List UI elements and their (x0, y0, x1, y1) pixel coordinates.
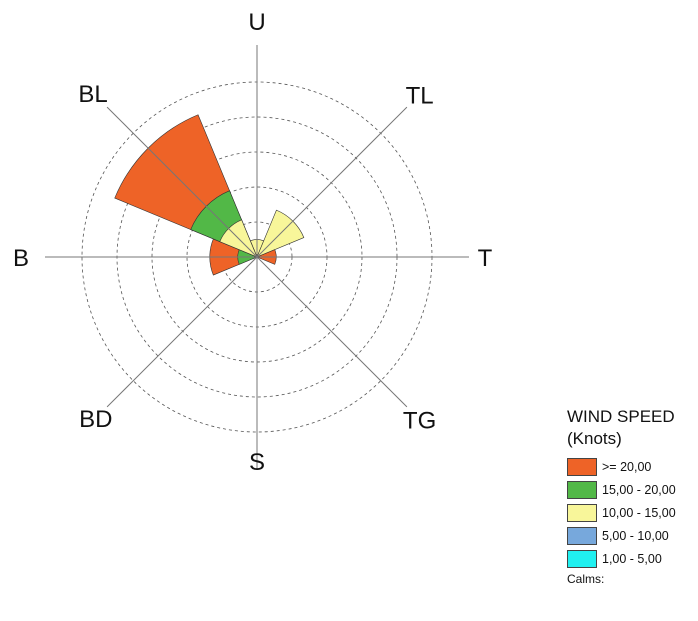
legend-swatch (567, 503, 597, 522)
legend-title-line2: (Knots) (567, 429, 622, 448)
direction-label-t: T (478, 245, 493, 272)
direction-label-tl: TL (406, 82, 434, 109)
legend-item-4: 5,00 - 10,00 (567, 524, 697, 547)
direction-axes (45, 45, 469, 469)
legend-title: WIND SPEED (Knots) (567, 406, 697, 450)
direction-label-bd: BD (79, 406, 112, 433)
legend-item-5: 1,00 - 5,00 (567, 547, 697, 570)
legend-swatch (567, 457, 597, 476)
legend-label: 15,00 - 20,00 (602, 482, 676, 497)
axis-bl (106, 106, 258, 258)
legend-item-1: >= 20,00 (567, 455, 697, 478)
legend-item-2: 15,00 - 20,00 (567, 478, 697, 501)
legend: WIND SPEED (Knots) >= 20,00 15,00 - 20,00… (567, 406, 697, 586)
direction-label-b: B (13, 245, 29, 272)
legend-title-line1: WIND SPEED (567, 407, 675, 426)
legend-label: 10,00 - 15,00 (602, 505, 676, 520)
legend-swatch (567, 526, 597, 545)
direction-label-s: S (249, 449, 265, 476)
legend-swatch (567, 549, 597, 568)
direction-labels: U TL T TG S BD B BL (13, 9, 493, 476)
direction-label-u: U (248, 9, 265, 36)
calms-label: Calms: (567, 572, 605, 586)
direction-label-bl: BL (78, 81, 107, 108)
legend-label: >= 20,00 (602, 459, 652, 474)
legend-item-3: 10,00 - 15,00 (567, 501, 697, 524)
legend-swatch (567, 480, 597, 499)
axis-tl (256, 106, 408, 258)
legend-label: 5,00 - 10,00 (602, 528, 669, 543)
legend-label: 1,00 - 5,00 (602, 551, 662, 566)
wind-petals (114, 114, 305, 276)
direction-label-tg: TG (403, 408, 436, 435)
axis-tg (256, 256, 408, 408)
legend-items: >= 20,00 15,00 - 20,00 10,00 - 15,00 5,00 -… (567, 455, 697, 570)
axis-bd (106, 256, 258, 408)
